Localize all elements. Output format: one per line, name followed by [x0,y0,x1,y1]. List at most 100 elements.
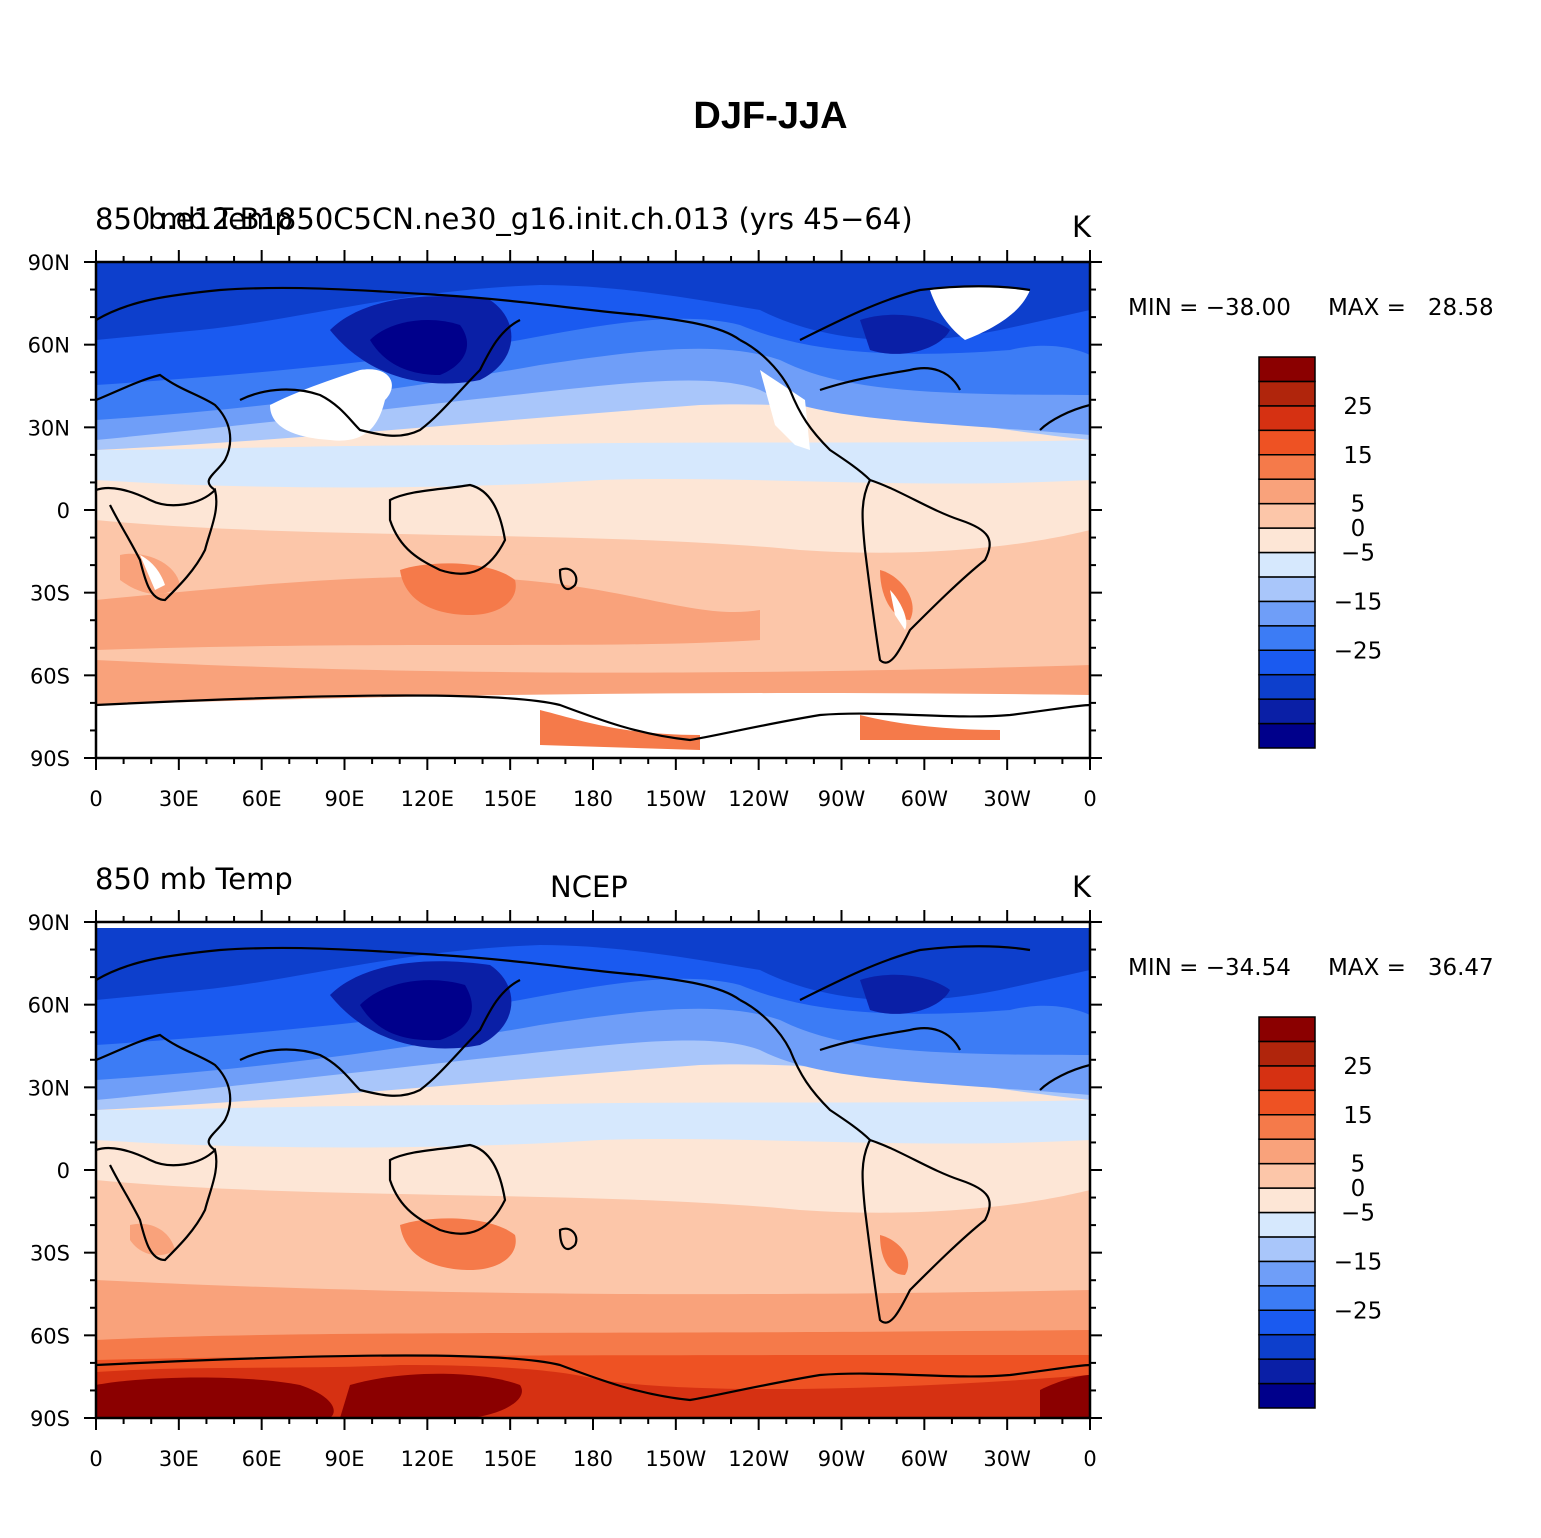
colorbar-swatch [1258,1285,1316,1311]
x-tick-label: 120W [728,1447,789,1471]
colorbar-swatch [1258,1333,1316,1360]
x-tick-label: 90E [325,787,365,811]
x-tick-label: 180 [573,1447,613,1471]
colorbar-swatch [1258,405,1316,432]
colorbar-label: 0 [1351,1176,1366,1202]
x-tick-labels: 0 30E 60E 90E 120E 150E 180 150W 120W 90W 60W 30W 0 [89,1447,1096,1471]
x-tick-label: 60E [242,1447,282,1471]
colorbar-swatch [1258,1236,1316,1263]
y-tick-label: 30N [28,1076,70,1100]
colorbar-swatch [1258,1065,1316,1092]
x-tick-label: 150W [645,1447,706,1471]
max-label: MAX = 36.47 [1328,955,1494,981]
colorbar-label: 0 [1351,516,1366,542]
colorbar-swatch [1258,722,1316,749]
y-tick-label: 0 [57,1159,70,1183]
y-tick-label: 60N [28,334,70,358]
y-tick-label: 90N [28,251,70,275]
y-tick-labels: 90N 60N 30N 0 30S 60S 90S [28,911,70,1431]
colorbar-swatch [1258,1211,1316,1238]
x-tick-label: 90E [325,1447,365,1471]
colorbar-labels: 25 15 50−5 −15 −25 [1334,1054,1383,1324]
colorbar-label: 15 [1343,1103,1372,1129]
colorbar-swatch [1258,1187,1316,1214]
panel-left-title: 850 mb Temp [95,862,293,896]
x-tick-label: 180 [573,787,613,811]
y-tick-label: 30N [28,416,70,440]
colorbar-label: −5 [1341,541,1375,567]
colorbar-swatch [1258,1309,1316,1336]
y-tick-label: 90S [30,1407,70,1431]
colorbar [1258,1016,1316,1409]
panel-center-title: b.e12.B1850C5CN.ne30_g16.init.ch.013 (yr… [148,202,913,236]
colorbar-swatch [1258,576,1316,603]
colorbar-swatch [1258,454,1316,480]
colorbar-swatch [1258,625,1316,651]
x-tick-label: 120W [728,787,789,811]
colorbar-swatch [1258,1382,1316,1409]
y-tick-label: 90N [28,911,70,935]
colorbar-label: 5 [1351,492,1366,518]
y-tick-label: 60N [28,994,70,1018]
temperature-field [96,922,1090,1418]
y-tick-label: 60S [30,1324,70,1348]
colorbar-labels: 25 15 50−5 −15 −25 [1334,394,1383,664]
colorbar-label: −15 [1334,589,1383,615]
colorbar-swatch [1258,551,1316,578]
map-frame [84,910,1102,1430]
x-tick-label: 30W [983,787,1031,811]
colorbar-swatch [1258,478,1316,505]
x-tick-label: 60W [901,787,949,811]
colorbar-swatch [1258,1358,1316,1385]
colorbar-label: 25 [1343,394,1372,420]
colorbar-swatch [1258,698,1316,725]
y-tick-labels: 90N 60N 30N 0 30S 60S 90S [28,251,70,771]
x-tick-label: 150E [483,787,536,811]
temperature-field [96,262,1090,758]
colorbar-swatch [1258,380,1316,407]
map-frame [84,250,1102,770]
x-tick-label: 90W [818,787,866,811]
map-plot: 0 30E 60E 90E 120E 150E 180 150W 120W 90W 60W 30W 0 … [28,250,1383,811]
colorbar-swatch [1258,600,1316,627]
min-label: MIN = −34.54 [1128,955,1291,981]
panel-left-title: 850 mb Temp [95,202,293,236]
panel-model: 850 mb Temp b.e12.B1850C5CN.ne30_g16.ini… [0,190,1541,850]
colorbar-label: −25 [1334,1298,1383,1324]
x-tick-label: 120E [401,787,454,811]
x-tick-label: 30W [983,1447,1031,1471]
x-tick-label: 90W [818,1447,866,1471]
x-tick-label: 0 [89,787,102,811]
colorbar-swatch [1258,1114,1316,1140]
colorbar-swatch [1258,429,1316,456]
panel-obs: 850 mb Temp NCEP K MIN = −34.54 MAX = 36… [0,850,1541,1510]
y-tick-label: 90S [30,747,70,771]
colorbar-swatch [1258,502,1316,529]
x-tick-label: 60E [242,787,282,811]
coastlines [96,945,1090,1402]
colorbar-swatch [1258,1089,1316,1116]
colorbar-swatch [1258,1260,1316,1287]
x-tick-labels: 0 30E 60E 90E 120E 150E 180 150W 120W 90W 60W 30W 0 [89,787,1096,811]
colorbar-swatch [1258,673,1316,700]
colorbar-swatch [1258,1016,1316,1043]
max-label: MAX = 28.58 [1328,295,1494,321]
colorbar-swatch [1258,649,1316,676]
colorbar-swatch [1258,1162,1316,1189]
colorbar-swatch [1258,1138,1316,1165]
x-tick-label: 150E [483,1447,536,1471]
y-tick-label: 60S [30,664,70,688]
panel-center-title: NCEP [550,870,628,904]
x-tick-label: 0 [1083,1447,1096,1471]
x-tick-label: 0 [1083,787,1096,811]
colorbar-label: 5 [1351,1152,1366,1178]
y-tick-label: 30S [30,1242,70,1266]
coastlines [96,285,1090,742]
colorbar-swatch [1258,1040,1316,1067]
x-tick-label: 30E [159,1447,199,1471]
colorbar-swatch [1258,356,1316,383]
panel-units: K [1072,210,1092,244]
colorbar [1258,356,1316,749]
colorbar-swatch [1258,527,1316,554]
figure-title: DJF-JJA [693,95,848,137]
